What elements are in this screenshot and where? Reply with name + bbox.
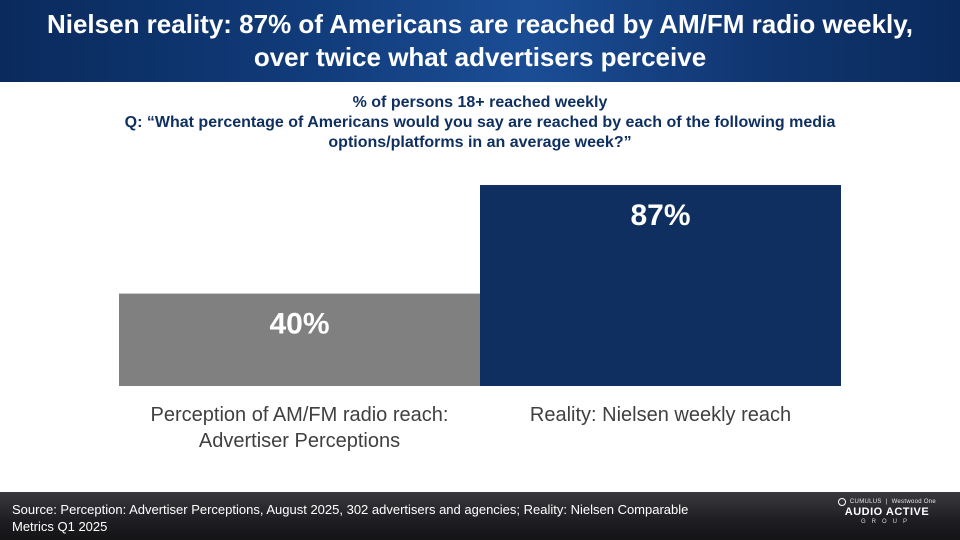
logo-cumulus: CUMULUS (849, 499, 882, 505)
bar-1 (119, 293, 480, 386)
bar-2 (480, 185, 841, 386)
logo-group: GROUP (860, 519, 913, 525)
cumulus-mark-icon (837, 498, 846, 506)
logo-divider: | (885, 499, 888, 505)
data-label-1: 40% (269, 308, 329, 341)
title-banner: Nielsen reality: 87% of Americans are re… (0, 0, 960, 82)
survey-question: Q: “What percentage of Americans would y… (124, 114, 836, 151)
category-label-1: Perception of AM/FM radio reach: Advertis… (151, 404, 449, 452)
logo-westwood: Westwood One (891, 499, 937, 505)
page-title: Nielsen reality: 87% of Americans are re… (46, 9, 914, 72)
footer-bar: Source: Perception: Advertiser Perceptio… (0, 492, 960, 540)
data-label-2: 87% (630, 199, 690, 232)
source-note: Source: Perception: Advertiser Perceptio… (12, 502, 689, 534)
chart-subtitle: % of persons 18+ reached weekly Q: “What… (0, 93, 960, 153)
subtitle-line: % of persons 18+ reached weekly (352, 94, 608, 111)
audio-active-group-logo: CUMULUS | Westwood One AUDIO ACTIVE GROU… (832, 498, 942, 525)
category-label-2: Reality: Nielsen weekly reach (530, 404, 791, 426)
logo-partners: CUMULUS | Westwood One (832, 498, 942, 506)
logo-brand: AUDIO ACTIVE (844, 506, 930, 518)
